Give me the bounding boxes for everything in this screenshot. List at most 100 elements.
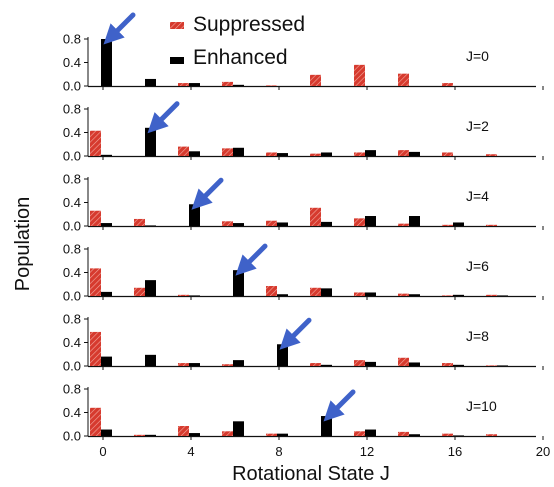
bar-suppressed [310, 288, 321, 296]
bar-suppressed [266, 85, 277, 86]
bar-suppressed [354, 292, 365, 296]
bar-enhanced [189, 295, 200, 296]
bar-enhanced [145, 128, 156, 156]
y-tick-label: 0.4 [63, 335, 81, 350]
panels: 0.00.40.8J=00.00.40.8J=20.00.40.8J=40.00… [63, 15, 543, 444]
bar-enhanced [409, 434, 420, 436]
legend-item-suppressed: Suppressed [170, 13, 305, 36]
bar-suppressed [266, 434, 277, 436]
panel-j-10: 0.00.40.8J=10 [63, 382, 543, 444]
bar-enhanced [101, 430, 112, 436]
bar-suppressed [442, 363, 453, 366]
bar-enhanced [409, 294, 420, 296]
bar-enhanced [145, 225, 156, 226]
bar-enhanced [233, 270, 244, 296]
bar-enhanced [409, 362, 420, 366]
bar-enhanced [365, 292, 376, 296]
bar-suppressed [178, 147, 189, 156]
x-tick-label: 12 [360, 444, 374, 459]
bar-suppressed [486, 365, 497, 366]
bar-enhanced [321, 416, 332, 436]
bar-suppressed [310, 75, 321, 86]
bar-suppressed [442, 225, 453, 226]
x-tick-label: 16 [448, 444, 462, 459]
x-tick-label: 0 [99, 444, 106, 459]
y-tick-label: 0.0 [63, 289, 81, 304]
panel-j-4: 0.00.40.8J=4 [63, 172, 543, 234]
bar-suppressed [222, 431, 233, 436]
bar-suppressed [442, 295, 453, 296]
bar-enhanced [453, 365, 464, 366]
y-tick-label: 0.0 [63, 359, 81, 374]
legend: Suppressed Enhanced [170, 13, 305, 69]
y-tick-label: 0.8 [63, 312, 81, 327]
bar-suppressed [266, 286, 277, 296]
bar-enhanced [409, 216, 420, 226]
bar-enhanced [277, 434, 288, 436]
bar-enhanced [101, 39, 112, 86]
bar-suppressed [222, 82, 233, 86]
y-tick-label: 0.0 [63, 149, 81, 164]
bar-enhanced [453, 222, 464, 226]
bar-suppressed [486, 434, 497, 436]
x-tick-label: 20 [536, 444, 550, 459]
bar-enhanced [365, 216, 376, 226]
bar-suppressed [486, 225, 497, 226]
bar-enhanced [233, 223, 244, 226]
panel-label: J=8 [466, 328, 489, 344]
y-tick-label: 0.4 [63, 195, 81, 210]
arrow-indicator [112, 15, 133, 36]
arrow-indicator [200, 180, 221, 201]
bar-enhanced [189, 433, 200, 436]
y-tick-label: 0.4 [63, 55, 81, 70]
bar-enhanced [189, 151, 200, 156]
x-tick-label: 8 [275, 444, 282, 459]
legend-label-enhanced: Enhanced [193, 46, 288, 69]
y-tick-label: 0.0 [63, 79, 81, 94]
bar-enhanced [101, 223, 112, 226]
x-axis-title: Rotational State J [232, 463, 390, 485]
bar-enhanced [321, 288, 332, 296]
bar-suppressed [398, 150, 409, 156]
bar-suppressed [442, 152, 453, 156]
panel-label: J=0 [466, 48, 489, 64]
bar-suppressed [442, 83, 453, 86]
bar-suppressed [354, 360, 365, 366]
bar-suppressed [222, 148, 233, 156]
bar-suppressed [398, 74, 409, 86]
bar-suppressed [90, 332, 101, 366]
arrow-indicator [156, 104, 177, 125]
bar-suppressed [90, 268, 101, 296]
bar-suppressed [398, 358, 409, 366]
panel-j-6: 0.00.40.8J=6 [63, 242, 543, 304]
bar-suppressed [398, 294, 409, 296]
bar-suppressed [178, 363, 189, 366]
bar-suppressed [178, 83, 189, 86]
y-tick-label: 0.8 [63, 32, 81, 47]
bar-enhanced [497, 295, 508, 296]
bar-suppressed [310, 208, 321, 226]
y-tick-label: 0.8 [63, 102, 81, 117]
y-tick-label: 0.4 [63, 265, 81, 280]
bar-enhanced [365, 150, 376, 156]
panel-label: J=2 [466, 118, 489, 134]
bar-enhanced [145, 435, 156, 436]
bar-suppressed [354, 431, 365, 436]
bar-enhanced [321, 222, 332, 226]
bar-suppressed [310, 154, 321, 156]
legend-swatch-enhanced [170, 57, 184, 64]
bar-suppressed [486, 154, 497, 156]
bar-enhanced [233, 85, 244, 86]
bar-suppressed [222, 221, 233, 226]
bar-suppressed [222, 364, 233, 366]
bar-enhanced [233, 421, 244, 436]
bar-suppressed [134, 219, 145, 226]
panel-j-8: 0.0 0.4 0.8 J=8 [63, 312, 543, 374]
y-axis-title: Population [12, 197, 34, 292]
bar-suppressed [134, 435, 145, 436]
bar-enhanced [321, 152, 332, 156]
y-tick-label: 0.8 [63, 242, 81, 257]
bar-suppressed [354, 65, 365, 86]
bar-suppressed [310, 363, 321, 366]
